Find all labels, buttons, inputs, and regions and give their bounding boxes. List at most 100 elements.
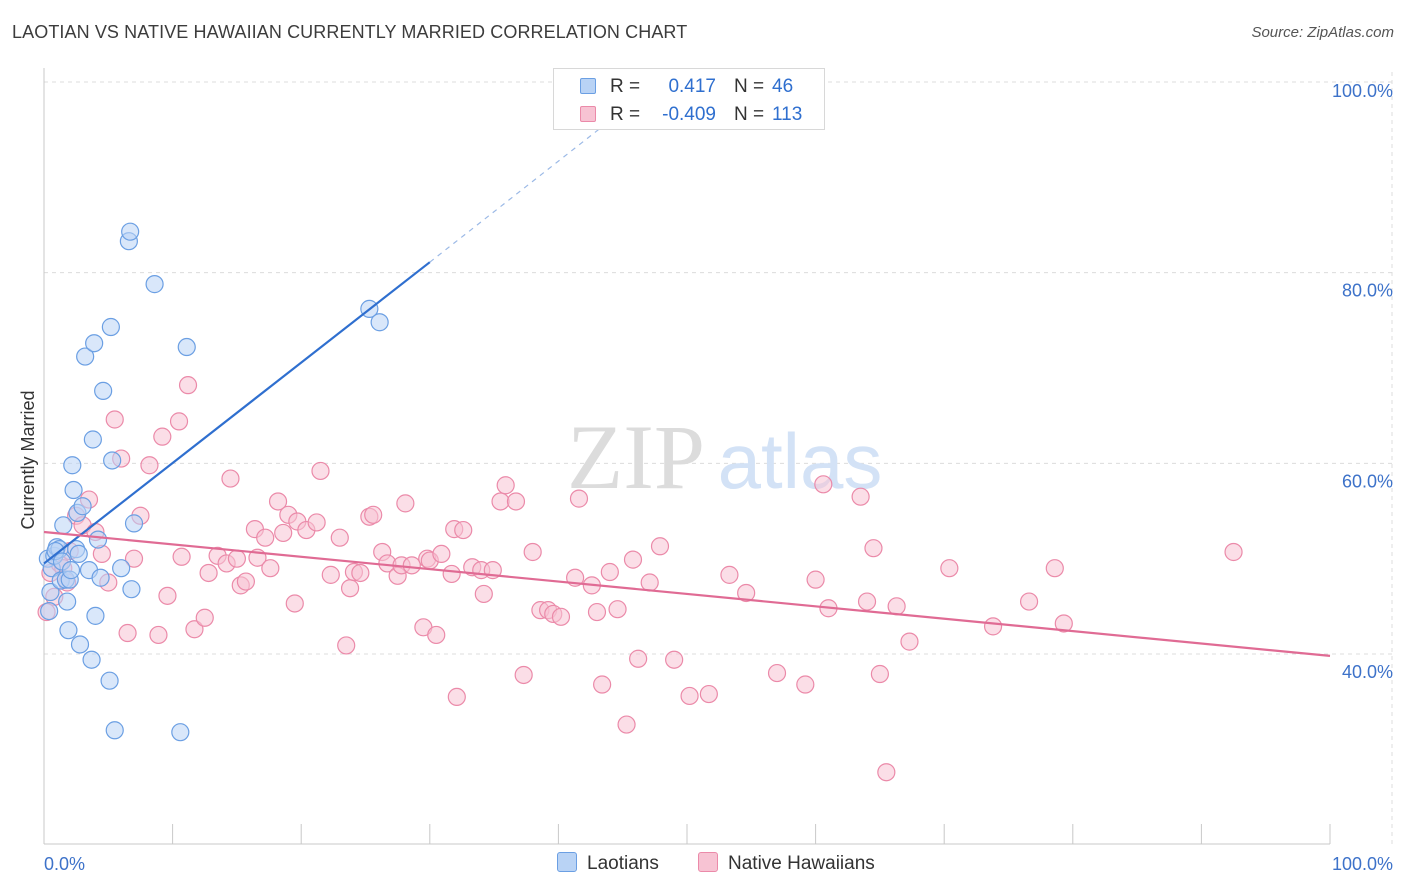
y-tick-label: 40.0% [1342, 662, 1393, 682]
watermark-zip: ZIP [567, 406, 705, 508]
hawaiian-point [195, 608, 214, 627]
chart-title: LAOTIAN VS NATIVE HAWAIIAN CURRENTLY MAR… [12, 22, 688, 42]
hawaiian-point [887, 597, 906, 616]
hawaiian-point [307, 513, 326, 532]
hawaiian-point [814, 475, 833, 494]
series-legend: Laotians Native Hawaiians [0, 852, 1406, 876]
hawaiian-trend-line [43, 530, 1331, 658]
y-tick-label: 60.0% [1342, 471, 1393, 491]
hawaiian-point [118, 623, 137, 643]
x-tick-label: 0.0% [44, 854, 85, 874]
laotian-point [64, 480, 83, 500]
hawaiian-point [600, 562, 619, 582]
legend-row-laotians: R = 0.417 N = 46 [554, 72, 824, 100]
series-legend-laotians: Laotians [557, 852, 659, 875]
legend-n-value: 46 [772, 76, 794, 97]
hawaiian-point [396, 494, 415, 513]
grid-lines [44, 72, 1393, 844]
hawaiian-point [569, 489, 589, 508]
legend-r-value: -0.409 [662, 104, 716, 125]
legend-n-label: N = [734, 104, 765, 125]
hawaiian-point [158, 586, 177, 605]
hawaiian-point [514, 665, 533, 685]
hawaiian-point [140, 456, 159, 475]
laotian-trend-line [43, 261, 431, 565]
laotian-trend-extension [429, 110, 624, 263]
legend-r-label: R = [610, 76, 641, 97]
hawaiian-point [274, 523, 293, 543]
laotian-point [145, 275, 164, 294]
axes [43, 68, 1331, 845]
laotian-point [112, 559, 131, 578]
hawaiian-point [1054, 614, 1073, 633]
hawaiian-point [199, 563, 218, 583]
hawaiian-point [767, 663, 787, 683]
laotian-point [76, 347, 95, 366]
laotian-point [58, 592, 77, 611]
hawaiian-point [364, 505, 383, 524]
hawaiian-point [940, 559, 959, 578]
hawaiian-point [593, 675, 612, 694]
laotian-point [105, 721, 124, 740]
hawaiian-point [900, 632, 919, 651]
hawaiian-point [268, 492, 288, 511]
y-tick-label: 100.0% [1332, 81, 1393, 101]
hawaiian-point [587, 602, 607, 622]
hawaiian-point [699, 684, 718, 704]
hawaiian-point [153, 427, 172, 446]
hawaiian-point [178, 376, 198, 395]
hawaiian-point [321, 565, 340, 584]
hawaiian-point [491, 492, 510, 511]
hawaiian-point [261, 559, 280, 578]
hawaiian-point [496, 476, 515, 495]
y-tick-label: 80.0% [1342, 281, 1393, 301]
source-credit: Source: ZipAtlas.com [1251, 24, 1394, 41]
laotian-point [91, 568, 110, 587]
laotian-point [124, 514, 144, 533]
series-legend-label-native-hawaiians: Native Hawaiians [728, 853, 875, 874]
hawaiian-point [1045, 559, 1064, 578]
laotian-point [122, 580, 141, 599]
laotian-point [70, 635, 90, 654]
laotian-point [171, 723, 190, 742]
hawaiian-point [983, 617, 1003, 636]
hawaiian-point [650, 537, 670, 556]
hawaiian-point [285, 594, 304, 613]
hawaiian-point [877, 763, 896, 782]
laotian-point [370, 313, 389, 332]
laotian-point [54, 516, 73, 535]
series-legend-native-hawaiians: Native Hawaiians [698, 852, 875, 875]
hawaiian-point [551, 607, 571, 626]
hawaiian-point [402, 556, 421, 575]
hawaiian-point [454, 520, 473, 540]
hawaiian-point [442, 564, 461, 584]
laotian-point [85, 334, 104, 353]
legend-n-value: 113 [772, 104, 803, 125]
series-legend-swatch-laotians [557, 852, 577, 872]
laotian-point [101, 317, 120, 337]
legend-row-native-hawaiians: R = -0.409 N = 113 [554, 100, 824, 128]
legend-swatch-laotians [580, 78, 596, 94]
hawaiian-point [665, 650, 684, 669]
hawaiian-point [474, 584, 493, 604]
hawaiian-point [617, 715, 636, 734]
hawaiian-point [432, 544, 451, 564]
hawaiian-point [680, 686, 699, 706]
legend-n-label: N = [734, 76, 765, 97]
hawaiian-point [720, 565, 739, 584]
x-tick-label: 100.0% [1332, 854, 1393, 874]
laotian-point [61, 561, 81, 580]
laotian-point [69, 544, 88, 564]
laotian-point [177, 337, 196, 357]
hawaiian-point [236, 572, 256, 591]
legend-r-value: 0.417 [668, 76, 716, 97]
hawaiian-point [629, 649, 648, 668]
series-laotians [38, 222, 389, 742]
hawaiian-point [172, 547, 191, 566]
laotian-point [82, 650, 101, 669]
x-tick-labels: 0.0% 100.0% [44, 854, 1393, 874]
laotian-point [94, 381, 113, 400]
laotian-point [121, 222, 140, 241]
laotian-point [59, 621, 78, 640]
